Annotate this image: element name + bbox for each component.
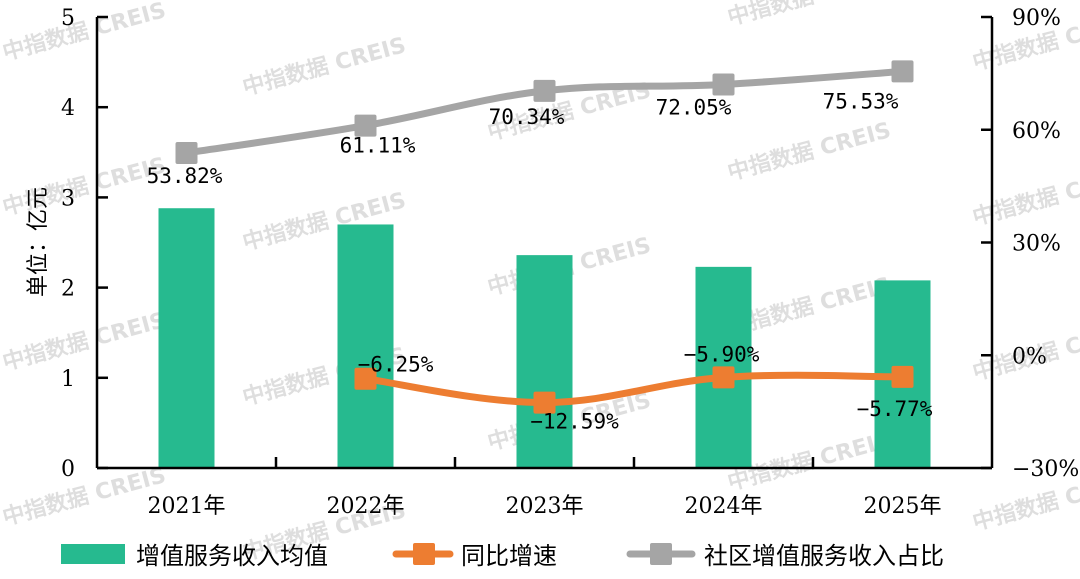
right-tick-label: 60% (1012, 119, 1061, 144)
bar (337, 224, 394, 468)
watermark-text: 中指数据 CREIS (0, 307, 169, 376)
data-label: −12.59% (530, 410, 619, 434)
line-marker-icon (650, 543, 672, 565)
yoy-growth-line (362, 371, 906, 407)
axes: 0 1 2 3 4 5 −30% 0% 30% 60% 90% 2021年 2022年 2023年 2024… (26, 6, 1079, 519)
data-label: 53.82% (147, 164, 223, 188)
line-marker (712, 366, 735, 389)
watermark-text: 中指数据 CREIS (240, 32, 409, 101)
line-marker-icon (413, 543, 435, 565)
legend-label: 增值服务收入均值 (136, 542, 328, 570)
left-tick-label: 5 (61, 6, 75, 31)
right-tick-label: 90% (1012, 6, 1061, 31)
right-tick-label: 30% (1012, 232, 1061, 257)
left-tick-label: 4 (61, 96, 75, 121)
watermark-text: 中指数据 CREIS (970, 162, 1080, 231)
bar (516, 255, 573, 468)
line-series (175, 60, 914, 414)
line-marker (891, 60, 914, 83)
right-tick-label: −30% (1012, 457, 1079, 482)
x-category-label: 2025年 (864, 494, 942, 519)
bar-swatch-icon (61, 544, 125, 564)
data-label: 70.34% (489, 105, 565, 129)
right-tick-label: 0% (1012, 344, 1047, 369)
watermark-text: 中指数据 CREIS (725, 117, 894, 186)
line-marker (354, 367, 377, 390)
legend-label: 社区增值服务收入占比 (704, 542, 944, 570)
data-label: −6.25% (358, 353, 434, 377)
x-category-label: 2021年 (148, 494, 226, 519)
watermark-text: 中指数据 CREIS (0, 462, 169, 531)
line-marker (533, 391, 556, 414)
data-labels: −6.25% −12.59% −5.90% −5.77% 53.82% 61.11% 70.… (147, 89, 933, 433)
legend: 增值服务收入均值 同比增速 社区增值服务收入占比 (61, 542, 944, 570)
data-label: 72.05% (656, 95, 732, 119)
data-label: −5.90% (684, 342, 760, 366)
watermark-text: 中指数据 CREIS (725, 0, 894, 31)
bar (158, 208, 215, 468)
left-tick-label: 2 (61, 277, 75, 302)
data-label: −5.77% (857, 397, 933, 421)
x-category-label: 2023年 (506, 494, 584, 519)
line-marker (354, 114, 377, 137)
line-marker (712, 73, 735, 96)
x-category-label: 2024年 (685, 494, 763, 519)
legend-label: 同比增速 (461, 542, 557, 570)
line-marker (891, 365, 914, 388)
x-category-label: 2022年 (327, 494, 405, 519)
left-tick-label: 0 (61, 457, 75, 482)
watermark-text: 中指数据 CREIS (0, 0, 169, 66)
data-label: 75.53% (823, 89, 899, 113)
line-marker (175, 141, 198, 164)
left-tick-label: 1 (61, 367, 75, 392)
line-marker (533, 79, 556, 102)
bar-series (158, 208, 931, 468)
left-tick-label: 3 (61, 186, 75, 211)
left-axis-title: 单位：亿元 (26, 187, 51, 297)
data-label: 61.11% (340, 134, 416, 158)
